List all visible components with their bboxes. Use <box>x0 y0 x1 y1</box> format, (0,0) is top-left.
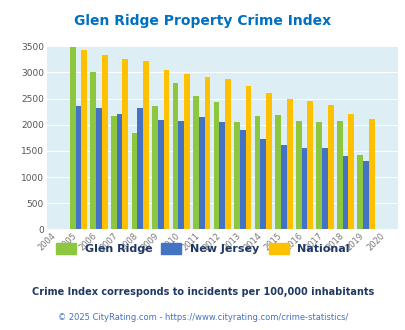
Bar <box>315 122 321 229</box>
Bar <box>116 114 122 229</box>
Text: Glen Ridge Property Crime Index: Glen Ridge Property Crime Index <box>74 15 331 28</box>
Bar <box>163 70 169 229</box>
Bar <box>225 79 230 229</box>
Bar <box>219 121 225 229</box>
Bar <box>342 156 347 229</box>
Bar <box>96 109 102 229</box>
Bar <box>75 106 81 229</box>
Legend: Glen Ridge, New Jersey, National: Glen Ridge, New Jersey, National <box>51 239 354 258</box>
Bar <box>81 50 87 229</box>
Bar <box>336 121 342 229</box>
Bar <box>327 105 333 229</box>
Bar <box>362 161 368 229</box>
Bar <box>260 139 266 229</box>
Bar <box>213 102 219 229</box>
Bar <box>172 83 178 229</box>
Bar <box>158 120 163 229</box>
Bar <box>143 61 148 229</box>
Bar <box>245 86 251 229</box>
Bar <box>131 133 137 229</box>
Bar <box>275 115 280 229</box>
Text: © 2025 CityRating.com - https://www.cityrating.com/crime-statistics/: © 2025 CityRating.com - https://www.city… <box>58 313 347 322</box>
Bar <box>90 72 96 229</box>
Bar <box>178 121 183 229</box>
Text: Crime Index corresponds to incidents per 100,000 inhabitants: Crime Index corresponds to incidents per… <box>32 287 373 297</box>
Bar <box>198 117 204 229</box>
Bar <box>137 108 143 229</box>
Bar <box>280 145 286 229</box>
Bar <box>307 101 312 229</box>
Bar <box>368 119 374 229</box>
Bar <box>151 106 158 229</box>
Bar <box>183 75 190 229</box>
Bar <box>204 77 210 229</box>
Bar <box>321 148 327 229</box>
Bar <box>266 93 271 229</box>
Bar <box>122 59 128 229</box>
Bar <box>356 154 362 229</box>
Bar <box>234 122 239 229</box>
Bar <box>70 47 75 229</box>
Bar <box>193 96 198 229</box>
Bar <box>102 54 107 229</box>
Bar <box>239 130 245 229</box>
Bar <box>295 121 301 229</box>
Bar <box>254 116 260 229</box>
Bar <box>347 114 353 229</box>
Bar <box>286 99 292 229</box>
Bar <box>301 148 307 229</box>
Bar <box>111 116 116 229</box>
